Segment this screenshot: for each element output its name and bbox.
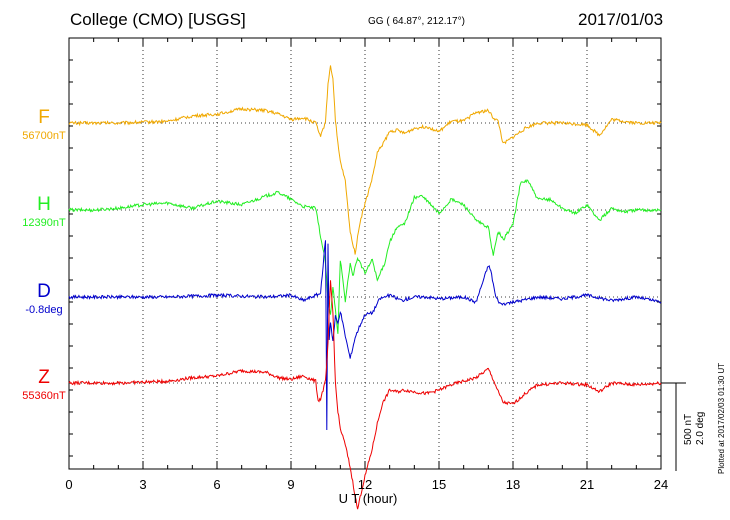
x-tick-label: 15 <box>431 477 447 492</box>
scale-nt-label: 500 nT <box>683 413 694 445</box>
x-tick-label: 18 <box>505 477 521 492</box>
series-line-h <box>68 179 662 334</box>
series-line-z <box>68 280 662 510</box>
series-line-f <box>68 65 662 255</box>
channel-d-label: D <box>37 281 51 302</box>
channel-h-baseline: 12390nT <box>22 217 66 229</box>
x-tick-label: 12 <box>357 477 373 492</box>
x-tick-label: 21 <box>579 477 595 492</box>
x-tick-label: 6 <box>213 477 221 492</box>
geo-coordinates: GG ( 64.87°, 212.17°) <box>368 16 465 27</box>
channel-z-baseline: 55360nT <box>22 390 66 402</box>
x-axis-label: U T (hour) <box>338 491 398 506</box>
channel-f-baseline: 56700nT <box>22 130 66 142</box>
x-tick-label: 3 <box>139 477 147 492</box>
channel-f-label: F <box>38 107 50 128</box>
plot-date: 2017/01/03 <box>578 10 664 29</box>
channel-d-baseline: -0.8deg <box>25 304 63 316</box>
scale-deg-label: 2.0 deg <box>695 411 706 445</box>
plotted-timestamp: Plotted at 2017/02/03 01:30 UT <box>717 362 726 474</box>
x-tick-label: 9 <box>287 477 295 492</box>
station-title: College (CMO) [USGS] <box>70 10 246 29</box>
x-tick-label: 24 <box>653 477 669 492</box>
x-tick-label: 0 <box>65 477 73 492</box>
channel-z-label: Z <box>38 367 50 388</box>
channel-h-label: H <box>37 194 51 215</box>
series-line-d <box>68 240 662 431</box>
